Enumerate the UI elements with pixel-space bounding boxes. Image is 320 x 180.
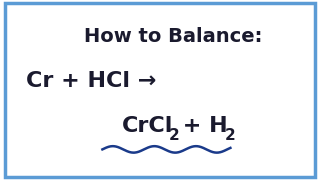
Text: Cr + HCl →: Cr + HCl → bbox=[26, 71, 156, 91]
Text: How to Balance:: How to Balance: bbox=[84, 26, 262, 46]
Text: 2: 2 bbox=[169, 128, 180, 143]
Text: + H: + H bbox=[175, 116, 228, 136]
Text: CrCl: CrCl bbox=[122, 116, 173, 136]
Text: 2: 2 bbox=[225, 128, 236, 143]
FancyBboxPatch shape bbox=[5, 3, 315, 177]
